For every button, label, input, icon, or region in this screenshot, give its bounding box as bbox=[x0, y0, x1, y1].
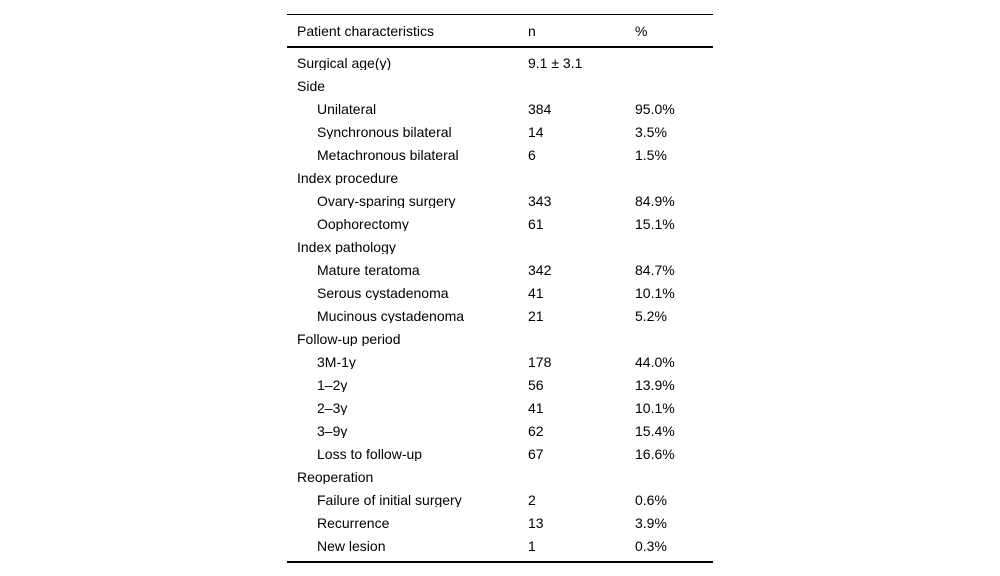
row-label: Side bbox=[297, 78, 326, 93]
row-n-value: 384 bbox=[528, 101, 552, 116]
row-percent-value: 15.4% bbox=[635, 423, 675, 438]
table-row: 3–9y 62 15.4% bbox=[287, 419, 713, 442]
row-label: 1–2y bbox=[317, 377, 348, 392]
row-label: 2–3y bbox=[317, 400, 348, 415]
row-percent-value: 10.1% bbox=[635, 400, 675, 415]
table-row: Failure of initial surgery 2 0.6% bbox=[287, 488, 713, 511]
row-label: New lesion bbox=[317, 538, 386, 553]
row-label: Mature teratoma bbox=[317, 262, 420, 277]
row-n-value: 1 bbox=[528, 538, 536, 553]
table-row: 1–2y 56 13.9% bbox=[287, 373, 713, 396]
row-percent-value: 3.5% bbox=[635, 124, 667, 139]
row-label: 3M-1y bbox=[317, 354, 356, 369]
patient-characteristics-table: Patient characteristics n % Surgical age… bbox=[287, 14, 713, 563]
row-percent-value: 44.0% bbox=[635, 354, 675, 369]
row-n-value: 67 bbox=[528, 446, 544, 461]
row-percent-value: 13.9% bbox=[635, 377, 675, 392]
row-n-value: 6 bbox=[528, 147, 536, 162]
row-n-value: 13 bbox=[528, 515, 544, 530]
table-row: Oophorectomy 61 15.1% bbox=[287, 212, 713, 235]
table-row: 2–3y 41 10.1% bbox=[287, 396, 713, 419]
row-label: Reoperation bbox=[297, 469, 374, 484]
row-n-value: 9.1 ± 3.1 bbox=[528, 55, 583, 70]
row-percent-value: 15.1% bbox=[635, 216, 675, 231]
row-label: Recurrence bbox=[317, 515, 390, 530]
table-row: Mucinous cystadenoma 21 5.2% bbox=[287, 304, 713, 327]
row-label: Index procedure bbox=[297, 170, 399, 185]
column-header-percent: % bbox=[635, 23, 648, 38]
row-label: Serous cystadenoma bbox=[317, 285, 449, 300]
row-n-value: 178 bbox=[528, 354, 552, 369]
table-row: Follow-up period bbox=[287, 327, 713, 350]
table-header-row: Patient characteristics n % bbox=[287, 14, 713, 48]
row-n-value: 2 bbox=[528, 492, 536, 507]
row-label: 3–9y bbox=[317, 423, 348, 438]
row-n-value: 62 bbox=[528, 423, 544, 438]
table-row: Synchronous bilateral 14 3.5% bbox=[287, 120, 713, 143]
row-percent-value: 84.9% bbox=[635, 193, 675, 208]
column-header-n: n bbox=[528, 23, 536, 38]
table-row: Serous cystadenoma 41 10.1% bbox=[287, 281, 713, 304]
table-row: Side bbox=[287, 74, 713, 97]
row-label: Metachronous bilateral bbox=[317, 147, 459, 162]
row-n-value: 21 bbox=[528, 308, 544, 323]
row-label: Surgical age(y) bbox=[297, 55, 392, 70]
row-percent-value: 5.2% bbox=[635, 308, 667, 323]
row-label: Ovary-sparing surgery bbox=[317, 193, 456, 208]
row-label: Follow-up period bbox=[297, 331, 401, 346]
row-percent-value: 0.6% bbox=[635, 492, 667, 507]
row-label: Loss to follow-up bbox=[317, 446, 423, 461]
table-row: Loss to follow-up 67 16.6% bbox=[287, 442, 713, 465]
row-n-value: 56 bbox=[528, 377, 544, 392]
row-percent-value: 16.6% bbox=[635, 446, 675, 461]
row-label: Unilateral bbox=[317, 101, 377, 116]
row-percent-value: 0.3% bbox=[635, 538, 667, 553]
row-label: Mucinous cystadenoma bbox=[317, 308, 465, 323]
column-header-patient-characteristics: Patient characteristics bbox=[297, 23, 434, 38]
row-percent-value: 95.0% bbox=[635, 101, 675, 116]
table-row: Mature teratoma 342 84.7% bbox=[287, 258, 713, 281]
row-n-value: 41 bbox=[528, 285, 544, 300]
table-row: Surgical age(y) 9.1 ± 3.1 bbox=[287, 51, 713, 74]
row-label: Oophorectomy bbox=[317, 216, 409, 231]
row-percent-value: 1.5% bbox=[635, 147, 667, 162]
table-body: Surgical age(y) 9.1 ± 3.1 Side Unilateral 38… bbox=[287, 48, 713, 563]
row-percent-value: 3.9% bbox=[635, 515, 667, 530]
row-label: Synchronous bilateral bbox=[317, 124, 452, 139]
row-label: Index pathology bbox=[297, 239, 396, 254]
table-row: Metachronous bilateral 6 1.5% bbox=[287, 143, 713, 166]
table-row: Ovary-sparing surgery 343 84.9% bbox=[287, 189, 713, 212]
row-n-value: 14 bbox=[528, 124, 544, 139]
row-n-value: 41 bbox=[528, 400, 544, 415]
table-row: Unilateral 384 95.0% bbox=[287, 97, 713, 120]
table-row: New lesion 1 0.3% bbox=[287, 534, 713, 557]
row-percent-value: 84.7% bbox=[635, 262, 675, 277]
table-row: Index pathology bbox=[287, 235, 713, 258]
row-percent-value: 10.1% bbox=[635, 285, 675, 300]
table-row: Reoperation bbox=[287, 465, 713, 488]
row-n-value: 61 bbox=[528, 216, 544, 231]
table-row: Index procedure bbox=[287, 166, 713, 189]
table-row: 3M-1y 178 44.0% bbox=[287, 350, 713, 373]
row-label: Failure of initial surgery bbox=[317, 492, 462, 507]
row-n-value: 342 bbox=[528, 262, 552, 277]
table-row: Recurrence 13 3.9% bbox=[287, 511, 713, 534]
row-n-value: 343 bbox=[528, 193, 552, 208]
